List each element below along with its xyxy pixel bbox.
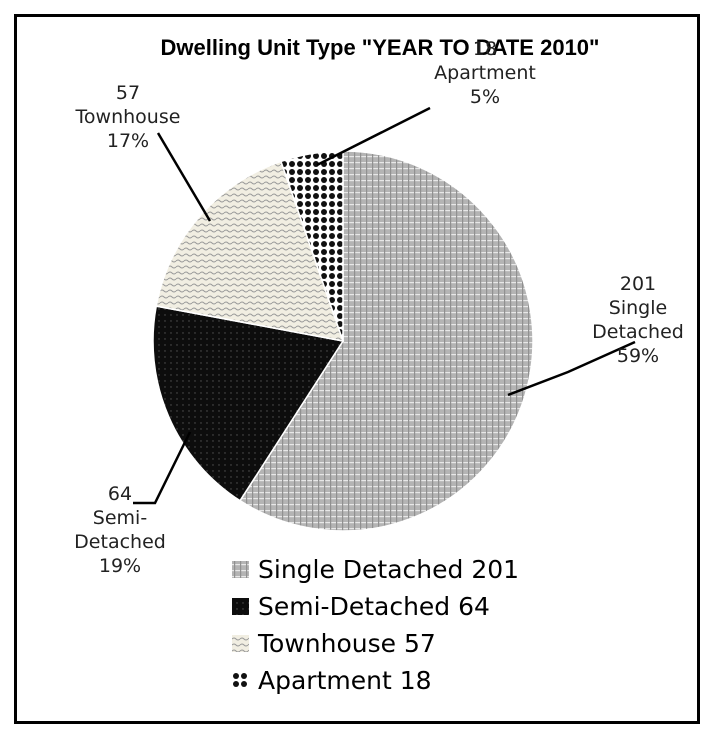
data-label-single-detached: 59%	[617, 345, 659, 367]
leader-townhouse	[156, 132, 212, 222]
legend-entry-single-detached: Single Detached 201	[258, 555, 519, 584]
legend: Single Detached 201 Semi-Detached 64 Townh…	[232, 555, 519, 695]
legend-entry-apartment: Apartment 18	[258, 666, 432, 695]
data-label-semi-detached: Detached	[74, 531, 166, 553]
legend-entry-townhouse: Townhouse 57	[257, 629, 436, 658]
legend-entry-semi-detached: Semi-Detached 64	[258, 592, 490, 621]
data-label-single-detached: Single	[609, 297, 667, 319]
data-label-apartment: Apartment	[434, 62, 536, 84]
data-label-townhouse: Townhouse	[75, 106, 181, 128]
leader-apartment	[316, 106, 431, 167]
legend-swatch-townhouse	[232, 635, 249, 652]
data-label-townhouse: 57	[116, 82, 140, 104]
leader-single-detached	[507, 340, 636, 397]
data-label-apartment: 5%	[470, 86, 500, 108]
slice-labels: 201SingleDetached59%64Semi-Detached19%57…	[74, 38, 684, 577]
data-label-semi-detached: 19%	[99, 555, 141, 577]
legend-swatch-single-detached	[232, 561, 249, 578]
data-label-semi-detached: Semi-	[93, 507, 147, 529]
data-label-townhouse: 17%	[107, 130, 149, 152]
slice-semi-detached	[152, 305, 345, 502]
data-label-semi-detached: 64	[108, 483, 132, 505]
data-label-single-detached: 201	[620, 273, 656, 295]
leader-semi-detached	[133, 431, 192, 505]
leader-lines	[133, 106, 636, 505]
slice-single-detached	[238, 150, 534, 532]
data-label-single-detached: Detached	[592, 321, 684, 343]
legend-swatch-semi-detached	[232, 598, 249, 615]
legend-swatch-apartment	[232, 672, 249, 689]
pie-slices	[152, 150, 534, 532]
data-label-apartment: 18	[473, 38, 497, 60]
chart-title: Dwelling Unit Type "YEAR TO DATE 2010"	[161, 35, 600, 60]
